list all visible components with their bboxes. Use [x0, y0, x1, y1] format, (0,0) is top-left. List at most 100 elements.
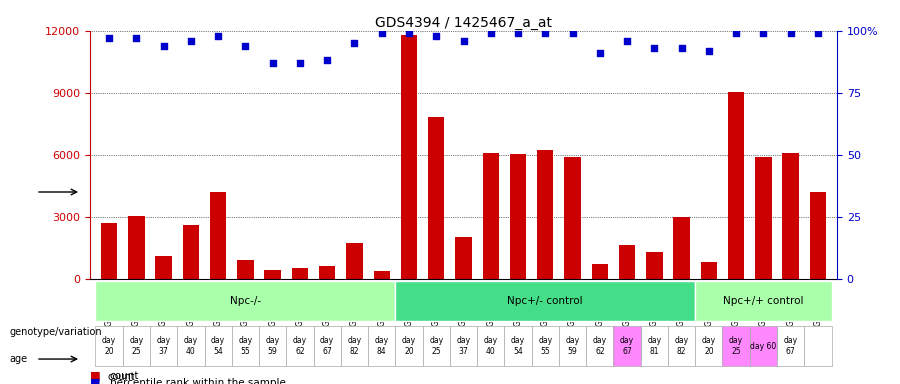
Bar	[122, 326, 150, 366]
Point	[620, 38, 634, 44]
Bar	[101, 223, 117, 278]
Bar	[564, 157, 580, 278]
Bar	[619, 245, 635, 278]
Text: day
54: day 54	[212, 336, 225, 356]
Bar	[810, 192, 826, 278]
Bar	[750, 326, 777, 366]
Text: day 60: day 60	[751, 342, 777, 351]
Point	[674, 45, 688, 51]
Bar	[641, 326, 668, 366]
Bar	[646, 252, 662, 278]
Bar	[210, 192, 226, 278]
Bar	[782, 152, 799, 278]
Text: day
67: day 67	[784, 336, 797, 356]
Bar	[156, 256, 172, 278]
Point	[401, 30, 416, 36]
Bar	[292, 268, 308, 278]
Text: day
37: day 37	[456, 336, 471, 356]
Bar	[586, 326, 614, 366]
Bar	[286, 326, 313, 366]
Text: day
59: day 59	[565, 336, 580, 356]
Text: percentile rank within the sample: percentile rank within the sample	[110, 378, 285, 384]
Bar	[313, 326, 341, 366]
Text: Npc+/- control: Npc+/- control	[508, 296, 583, 306]
Text: Npc-/-: Npc-/-	[230, 296, 261, 306]
Bar	[455, 237, 472, 278]
Text: day
20: day 20	[402, 336, 416, 356]
Bar	[614, 326, 641, 366]
Bar	[341, 326, 368, 366]
Text: genotype/variation: genotype/variation	[9, 327, 102, 337]
Text: day
67: day 67	[320, 336, 334, 356]
Point	[374, 30, 389, 36]
Text: Npc+/+ control: Npc+/+ control	[723, 296, 804, 306]
Point	[538, 30, 553, 36]
Text: day
25: day 25	[130, 336, 143, 356]
Bar	[395, 281, 695, 321]
Bar	[477, 326, 504, 366]
Point	[784, 30, 798, 36]
Bar	[265, 270, 281, 278]
Text: day
84: day 84	[374, 336, 389, 356]
Bar	[95, 326, 122, 366]
Bar	[537, 151, 554, 278]
Point	[266, 60, 280, 66]
Bar	[319, 266, 336, 278]
Point	[483, 30, 498, 36]
Bar	[374, 271, 390, 278]
Bar	[805, 326, 832, 366]
Bar	[368, 326, 395, 366]
Bar	[695, 281, 832, 321]
Point	[184, 38, 198, 44]
Bar	[177, 326, 204, 366]
Text: count: count	[108, 372, 136, 382]
Bar	[238, 260, 254, 278]
Point	[702, 48, 716, 54]
Point	[592, 50, 607, 56]
Bar	[95, 281, 395, 321]
Text: day
62: day 62	[292, 336, 307, 356]
Bar	[204, 326, 232, 366]
Text: day
55: day 55	[538, 336, 553, 356]
Bar	[232, 326, 259, 366]
Bar	[423, 326, 450, 366]
Point	[211, 33, 225, 39]
Bar	[591, 264, 608, 278]
Text: day
82: day 82	[674, 336, 688, 356]
Bar	[183, 225, 199, 278]
Bar	[695, 326, 723, 366]
Bar	[504, 326, 532, 366]
Bar	[482, 152, 499, 278]
Point	[292, 60, 307, 66]
Text: count: count	[110, 371, 140, 381]
Text: ■: ■	[90, 371, 101, 381]
Bar	[728, 92, 744, 278]
Point	[811, 30, 825, 36]
Bar	[777, 326, 805, 366]
Bar	[400, 35, 418, 278]
Bar	[150, 326, 177, 366]
Bar	[450, 326, 477, 366]
Text: day
25: day 25	[429, 336, 444, 356]
Text: day
81: day 81	[647, 336, 662, 356]
Point	[456, 38, 471, 44]
Bar	[668, 326, 695, 366]
Point	[429, 33, 444, 39]
Text: day
20: day 20	[102, 336, 116, 356]
Point	[647, 45, 662, 51]
Bar	[509, 154, 526, 278]
Bar	[428, 118, 445, 278]
Title: GDS4394 / 1425467_a_at: GDS4394 / 1425467_a_at	[375, 16, 552, 30]
Point	[729, 30, 743, 36]
Bar	[673, 217, 689, 278]
Point	[347, 40, 362, 46]
Text: day
54: day 54	[511, 336, 525, 356]
Bar	[128, 215, 145, 278]
Text: day
40: day 40	[184, 336, 198, 356]
Text: day
20: day 20	[702, 336, 716, 356]
Point	[565, 30, 580, 36]
Bar	[755, 157, 771, 278]
Bar	[532, 326, 559, 366]
Text: day
37: day 37	[157, 336, 171, 356]
Text: ■: ■	[90, 378, 101, 384]
